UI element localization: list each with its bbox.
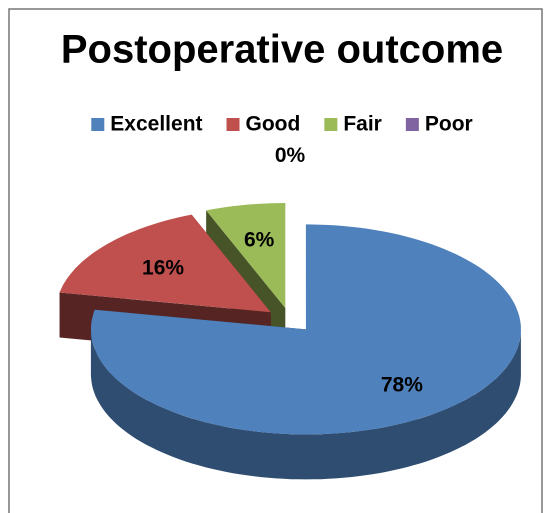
legend-label: Good <box>246 113 301 136</box>
slice-side <box>90 329 521 480</box>
data-label: 6% <box>244 229 275 252</box>
data-label: 78% <box>381 374 423 397</box>
legend-marker <box>226 118 240 131</box>
data-label: 16% <box>142 256 184 279</box>
legend-marker <box>405 118 419 131</box>
legend-label: Fair <box>343 113 382 136</box>
slice <box>59 214 271 313</box>
legend: Excellent Good Fair Poor <box>91 113 473 136</box>
legend-label: Poor <box>425 113 473 136</box>
slice <box>91 224 521 435</box>
chart-title: Postoperative outcome <box>61 28 503 72</box>
slice <box>206 203 286 309</box>
data-label: 0% <box>275 144 306 167</box>
legend-marker <box>91 118 105 131</box>
legend-marker <box>324 118 338 131</box>
pie: 78% 16% 6% 0% <box>59 144 521 480</box>
legend-label: Excellent <box>110 113 202 136</box>
